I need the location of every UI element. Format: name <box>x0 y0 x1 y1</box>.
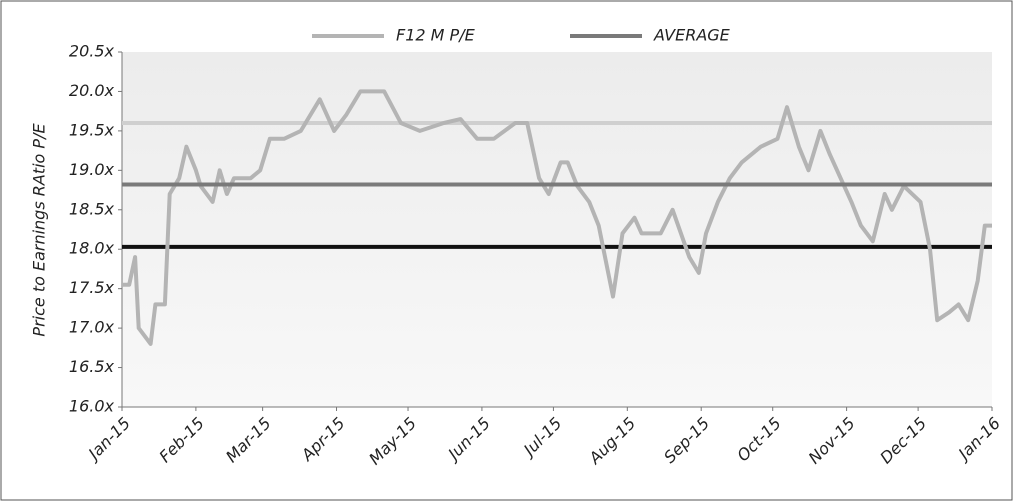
y-tick-label: 16.0x <box>69 397 115 416</box>
y-tick-label: 16.5x <box>69 357 115 376</box>
y-tick-label: 19.5x <box>69 120 115 139</box>
y-tick-label: 20.5x <box>69 42 115 61</box>
legend-label: AVERAGE <box>653 26 731 45</box>
y-tick-label: 17.5x <box>69 278 115 297</box>
y-tick-label: 18.0x <box>69 239 115 258</box>
y-tick-label: 20.0x <box>69 81 115 100</box>
legend-label: F12 M P/E <box>396 26 476 45</box>
y-axis-title: Price to Earnings RAtio P/E <box>30 123 49 337</box>
y-tick-label: 19.0x <box>69 160 115 179</box>
y-tick-label: 18.5x <box>69 199 115 218</box>
plot-area <box>122 52 992 407</box>
y-tick-label: 17.0x <box>69 318 115 337</box>
